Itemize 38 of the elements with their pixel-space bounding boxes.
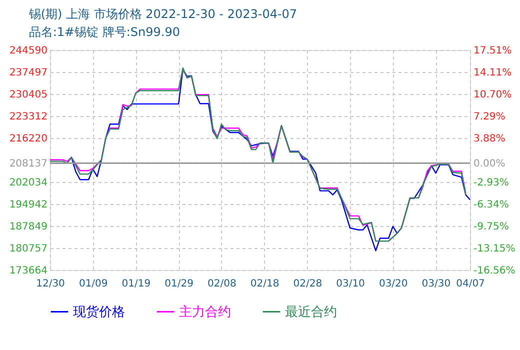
x-tick-label: 04/07 (456, 278, 485, 290)
y2-tick-label: 17.51% (474, 46, 512, 56)
x-tick-label: 02/18 (250, 278, 280, 290)
x-tick-label: 03/30 (422, 278, 451, 290)
y2-tick-label: -13.15% (474, 243, 516, 254)
y2-tick-label: -16.56% (474, 266, 516, 276)
x-tick-label: 02/28 (293, 278, 322, 290)
y-tick-label: 230405 (9, 90, 48, 100)
y-tick-label: 216220 (9, 134, 48, 144)
x-tick-label: 03/10 (336, 278, 365, 290)
y-tick-label: 223312 (9, 112, 48, 122)
x-tick-label: 01/19 (122, 278, 151, 290)
chart-subtitle: 品名:1#锡锭 牌号:Sn99.90 (28, 25, 180, 39)
x-tick-label: 01/09 (78, 278, 108, 290)
y-tick-label: 237497 (9, 68, 48, 78)
x-tick-label: 12/30 (36, 278, 65, 290)
y2-tick-label: -9.75% (474, 222, 509, 233)
chart-title: 锡(期) 上海 市场价格 2022-12-30 - 2023-04-07 (28, 7, 298, 21)
x-tick-label: 02/08 (208, 278, 236, 290)
y2-tick-label: 14.11% (474, 67, 512, 78)
y-tick-label: 173664 (9, 266, 48, 276)
y-tick-label: 194942 (9, 200, 48, 210)
y-tick-label: 180757 (9, 244, 48, 254)
y2-tick-label: 3.88% (474, 134, 506, 145)
legend-label: 主力合约 (179, 304, 231, 320)
y2-tick-label: 10.70% (474, 89, 512, 100)
y-tick-label: 187849 (9, 222, 48, 232)
y2-tick-label: 7.29% (474, 111, 506, 122)
x-tick-label: 03/20 (378, 278, 408, 290)
y-tick-label: 202034 (9, 178, 48, 188)
y-tick-label: 244590 (9, 46, 48, 56)
x-tick-label: 01/29 (164, 278, 194, 290)
y2-tick-label: -6.34% (474, 200, 509, 211)
legend-label: 最近合约 (285, 304, 337, 320)
y2-tick-label: -2.93% (474, 177, 509, 188)
legend-label: 现货价格 (73, 304, 125, 320)
y2-tick-label: 0.00% (474, 158, 506, 170)
y-tick-label: 208137 (9, 158, 48, 170)
